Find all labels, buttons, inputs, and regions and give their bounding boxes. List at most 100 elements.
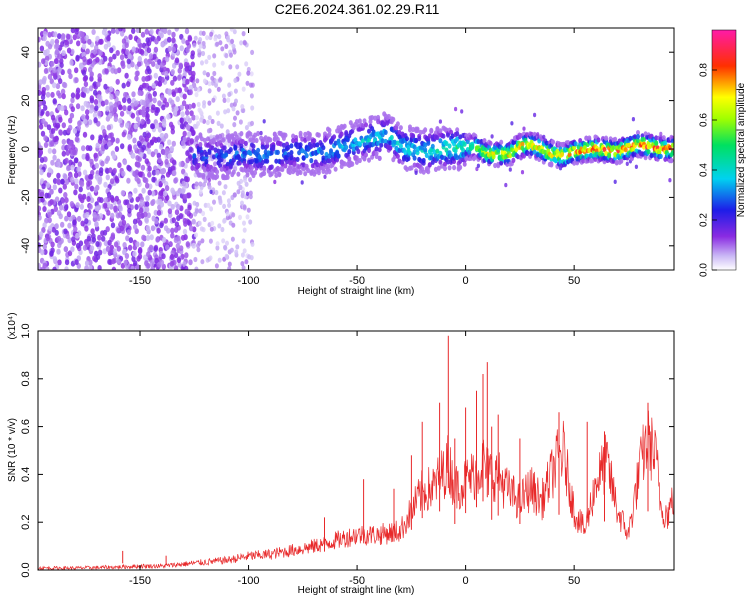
heatmap-cell (61, 138, 66, 145)
heatmap-cell (367, 128, 371, 134)
heatmap-cell (324, 151, 329, 158)
heatmap-cell (301, 162, 306, 168)
heatmap-cell (82, 56, 87, 62)
heatmap-cell (179, 123, 185, 130)
heatmap-cell (160, 28, 166, 33)
heatmap-cell (427, 162, 432, 168)
heatmap-cell (237, 156, 242, 162)
heatmap-cell (63, 173, 68, 180)
heatmap-cell (560, 152, 564, 158)
heatmap-cell (192, 153, 197, 159)
heatmap-cell (57, 259, 62, 266)
heatmap-cell (512, 139, 517, 145)
heatmap-cell (155, 236, 160, 243)
heatmap-cell (56, 172, 61, 179)
heatmap-cell (228, 147, 233, 153)
heatmap-cell (135, 28, 141, 34)
heatmap-cell (432, 149, 437, 155)
heatmap-cell (202, 70, 207, 76)
heatmap-cell (411, 126, 416, 133)
heatmap-cell (458, 164, 463, 170)
heatmap-cell (47, 211, 52, 218)
heatmap-cell (88, 203, 93, 210)
heatmap-cell (154, 122, 160, 129)
heatmap-cell (173, 177, 178, 184)
heatmap-cell (321, 145, 326, 151)
heatmap-cell (93, 186, 98, 193)
heatmap-cell (215, 173, 220, 180)
heatmap-cell (188, 259, 193, 266)
heatmap-cell (198, 141, 203, 148)
heatmap-cell (171, 46, 176, 53)
heatmap-cell (190, 130, 196, 137)
heatmap-cell (117, 162, 122, 169)
heatmap-cell (144, 260, 149, 267)
heatmap-cell (529, 150, 534, 156)
heatmap-cell (221, 137, 226, 143)
heatmap-cell (462, 141, 467, 147)
heatmap-cell (212, 137, 216, 143)
heatmap-cell (405, 136, 409, 142)
heatmap-cell (171, 159, 177, 166)
heatmap-cell (649, 153, 654, 159)
heatmap-cell (126, 81, 131, 88)
heatmap-cell (224, 31, 229, 37)
heatmap-cell (553, 158, 558, 164)
heatmap-cell (65, 233, 70, 240)
x-tick-label: -150 (129, 575, 151, 587)
heatmap-cell (127, 207, 132, 214)
heatmap-cell (470, 144, 475, 150)
heatmap-cell (54, 223, 59, 230)
heatmap-cell (135, 241, 140, 248)
heatmap-cell (50, 128, 56, 134)
heatmap-cell (92, 48, 98, 55)
heatmap-cell (179, 104, 184, 111)
heatmap-cell (164, 158, 169, 165)
heatmap-cell (262, 119, 266, 124)
heatmap-cell (125, 49, 130, 56)
heatmap-cell (151, 82, 156, 89)
heatmap-cell (177, 87, 182, 94)
heatmap-cell (274, 158, 279, 164)
heatmap-cell (76, 215, 82, 222)
heatmap-cell (64, 178, 70, 185)
heatmap-cell (333, 140, 338, 146)
heatmap-cell (368, 119, 373, 125)
heatmap-cell (64, 266, 69, 270)
heatmap-cell (225, 211, 230, 217)
heatmap-cell (202, 100, 207, 106)
heatmap-cell (60, 178, 65, 185)
heatmap-cell (537, 138, 542, 144)
heatmap-cell (169, 145, 175, 152)
heatmap-cell (188, 84, 194, 91)
heatmap-cell (85, 145, 91, 151)
heatmap-cell (106, 201, 111, 208)
heatmap-cell (275, 165, 280, 171)
heatmap-cell (60, 88, 66, 95)
heatmap-cell (153, 246, 158, 252)
heatmap-cell (269, 150, 274, 156)
heatmap-cell (408, 127, 412, 133)
heatmap-cell (202, 137, 207, 143)
heatmap-cell (225, 174, 230, 180)
heatmap-cell (232, 49, 237, 55)
x-tick-label: -150 (129, 275, 151, 287)
heatmap-cell (231, 43, 236, 49)
heatmap-cell (525, 132, 529, 138)
heatmap-cell (174, 221, 180, 228)
heatmap-cell (225, 129, 230, 135)
x-tick-label: -50 (349, 275, 365, 287)
heatmap-cell (141, 144, 146, 151)
heatmap-cell (165, 147, 170, 154)
heatmap-cell (158, 190, 164, 197)
heatmap-cell (144, 136, 150, 142)
heatmap-cell (511, 157, 516, 163)
heatmap-cell (241, 265, 246, 270)
heatmap-cell (388, 140, 393, 146)
heatmap-cell (315, 142, 320, 148)
heatmap-cell (658, 153, 663, 159)
heatmap-cell (47, 73, 53, 80)
heatmap-cell (215, 241, 220, 247)
colorbar-tick-label: 0.2 (699, 213, 710, 227)
heatmap-cell (124, 42, 129, 49)
